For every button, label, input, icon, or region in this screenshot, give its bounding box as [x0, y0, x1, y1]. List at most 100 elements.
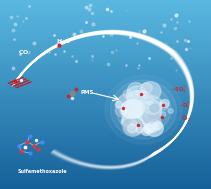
Circle shape — [143, 115, 155, 126]
Bar — [0, 94, 211, 95]
Bar — [0, 68, 211, 69]
Circle shape — [137, 104, 146, 113]
Bar — [0, 142, 211, 143]
Bar — [0, 12, 211, 13]
Bar — [0, 153, 211, 154]
Bar — [0, 180, 211, 181]
Bar — [0, 29, 211, 30]
Bar — [0, 125, 211, 126]
Bar — [0, 74, 211, 75]
Bar — [0, 3, 211, 4]
Bar — [0, 168, 211, 169]
Bar — [0, 146, 211, 147]
Bar — [0, 103, 211, 104]
Bar — [0, 133, 211, 134]
Bar — [0, 89, 211, 90]
Bar — [0, 53, 211, 54]
Text: CO$_2$: CO$_2$ — [18, 48, 32, 57]
Bar — [0, 92, 211, 93]
Bar — [0, 159, 211, 160]
Bar — [0, 126, 211, 127]
Bar — [0, 45, 211, 46]
Bar — [0, 179, 211, 180]
Bar — [0, 41, 211, 42]
Circle shape — [137, 113, 155, 129]
Bar — [0, 24, 211, 25]
Circle shape — [122, 100, 142, 119]
Bar — [0, 174, 211, 175]
Circle shape — [135, 91, 140, 95]
Bar — [0, 150, 211, 151]
Bar — [0, 107, 211, 108]
Bar — [0, 34, 211, 35]
Circle shape — [135, 103, 150, 117]
Bar — [0, 56, 211, 57]
Bar — [0, 47, 211, 48]
Circle shape — [153, 122, 162, 130]
Bar — [0, 73, 211, 74]
Bar — [0, 187, 211, 188]
Bar — [0, 129, 211, 130]
Bar — [0, 163, 211, 164]
Circle shape — [150, 112, 160, 121]
Bar — [0, 165, 211, 166]
Bar — [0, 186, 211, 187]
Bar — [0, 85, 211, 86]
Bar — [0, 188, 211, 189]
Bar — [0, 75, 211, 76]
Bar — [0, 115, 211, 116]
Bar — [0, 83, 211, 84]
Circle shape — [126, 104, 144, 120]
Bar — [0, 58, 211, 59]
Bar — [0, 62, 211, 63]
Circle shape — [127, 83, 145, 98]
Circle shape — [145, 100, 161, 115]
Circle shape — [160, 112, 166, 117]
Circle shape — [141, 106, 151, 115]
Bar — [0, 64, 211, 65]
Circle shape — [150, 122, 160, 131]
Bar — [0, 32, 211, 33]
Text: $\bullet$O$_2^{-}$: $\bullet$O$_2^{-}$ — [179, 101, 192, 111]
Circle shape — [142, 96, 162, 114]
Bar — [0, 152, 211, 153]
Bar — [0, 6, 211, 7]
Circle shape — [142, 105, 151, 113]
Circle shape — [130, 120, 137, 126]
Circle shape — [144, 107, 154, 116]
Bar — [0, 143, 211, 144]
Circle shape — [122, 105, 139, 121]
Bar — [0, 19, 211, 20]
Bar — [0, 44, 211, 45]
Bar — [0, 155, 211, 156]
Bar — [0, 31, 211, 32]
Circle shape — [145, 120, 163, 136]
Bar — [0, 87, 211, 88]
Circle shape — [135, 103, 153, 118]
Bar — [0, 154, 211, 155]
Circle shape — [127, 86, 148, 105]
Bar — [0, 172, 211, 173]
Bar — [0, 110, 211, 111]
Bar — [0, 8, 211, 9]
Circle shape — [137, 108, 147, 117]
Bar — [0, 128, 211, 129]
Circle shape — [127, 124, 137, 133]
Circle shape — [123, 90, 133, 98]
Bar — [0, 65, 211, 66]
Bar — [0, 122, 211, 123]
Bar — [0, 185, 211, 186]
Bar — [0, 14, 211, 15]
Circle shape — [160, 99, 169, 108]
Bar — [0, 81, 211, 82]
Bar — [0, 178, 211, 179]
Bar — [0, 137, 211, 138]
Bar — [0, 120, 211, 121]
Bar — [0, 59, 211, 60]
Circle shape — [140, 82, 161, 101]
Bar — [0, 15, 211, 16]
Bar — [0, 109, 211, 110]
Bar — [0, 78, 211, 79]
Bar — [0, 66, 211, 67]
Bar — [0, 161, 211, 162]
